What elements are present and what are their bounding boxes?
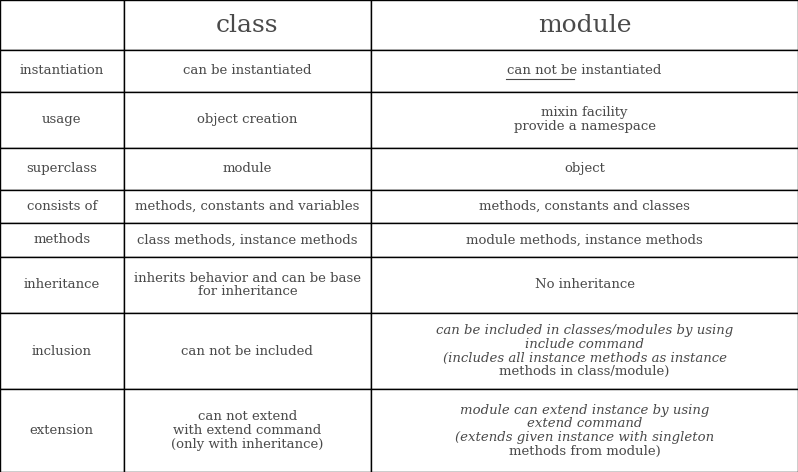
Text: module can extend instance by using: module can extend instance by using — [460, 404, 709, 417]
Bar — [0, 223, 124, 257]
Bar — [124, 0, 371, 50]
Bar — [371, 50, 798, 92]
Bar — [0, 257, 124, 313]
Bar — [371, 0, 798, 50]
Text: No inheritance: No inheritance — [535, 278, 634, 291]
Bar — [0, 92, 124, 148]
Text: module: module — [223, 162, 272, 175]
Bar — [124, 257, 371, 313]
Text: can be instantiated: can be instantiated — [183, 64, 312, 77]
Text: can not extend: can not extend — [198, 411, 297, 423]
Bar — [124, 190, 371, 223]
Text: superclass: superclass — [26, 162, 97, 175]
Text: methods, constants and variables: methods, constants and variables — [135, 200, 360, 213]
Bar — [0, 389, 124, 472]
Bar — [0, 0, 124, 50]
Text: (only with inheritance): (only with inheritance) — [172, 438, 323, 451]
Text: inherits behavior and can be base: inherits behavior and can be base — [134, 271, 361, 285]
Text: module methods, instance methods: module methods, instance methods — [466, 234, 703, 246]
Text: for inheritance: for inheritance — [198, 285, 297, 298]
Text: consists of: consists of — [26, 200, 97, 213]
Bar — [371, 257, 798, 313]
Text: mixin facility: mixin facility — [541, 107, 628, 119]
Bar — [0, 50, 124, 92]
Text: module: module — [538, 14, 631, 36]
Text: extend command: extend command — [527, 417, 642, 430]
Text: with extend command: with extend command — [173, 424, 322, 437]
Text: methods, constants and classes: methods, constants and classes — [479, 200, 690, 213]
Text: (extends given instance with singleton: (extends given instance with singleton — [455, 431, 714, 444]
Bar — [124, 313, 371, 389]
Bar — [371, 148, 798, 190]
Bar — [124, 389, 371, 472]
Text: provide a namespace: provide a namespace — [514, 120, 655, 133]
Bar — [0, 148, 124, 190]
Text: include command: include command — [525, 338, 644, 351]
Text: extension: extension — [30, 424, 94, 437]
Text: can not be included: can not be included — [181, 345, 314, 358]
Bar — [371, 223, 798, 257]
Bar — [0, 313, 124, 389]
Bar — [124, 50, 371, 92]
Text: usage: usage — [42, 113, 81, 126]
Text: object: object — [564, 162, 605, 175]
Text: class: class — [216, 14, 279, 36]
Text: methods: methods — [34, 234, 90, 246]
Bar — [371, 313, 798, 389]
Bar — [371, 190, 798, 223]
Bar — [124, 148, 371, 190]
Text: inheritance: inheritance — [24, 278, 100, 291]
Bar — [371, 389, 798, 472]
Text: (includes all instance methods as instance: (includes all instance methods as instan… — [443, 352, 726, 365]
Text: instantiation: instantiation — [20, 64, 104, 77]
Text: methods in class/module): methods in class/module) — [500, 365, 670, 379]
Text: methods from module): methods from module) — [508, 445, 661, 458]
Text: can be included in classes/modules by using: can be included in classes/modules by us… — [436, 324, 733, 337]
Bar — [124, 223, 371, 257]
Text: can not be instantiated: can not be instantiated — [508, 64, 662, 77]
Text: inclusion: inclusion — [32, 345, 92, 358]
Text: class methods, instance methods: class methods, instance methods — [137, 234, 358, 246]
Bar — [371, 92, 798, 148]
Text: object creation: object creation — [197, 113, 298, 126]
Bar — [0, 190, 124, 223]
Bar — [124, 92, 371, 148]
